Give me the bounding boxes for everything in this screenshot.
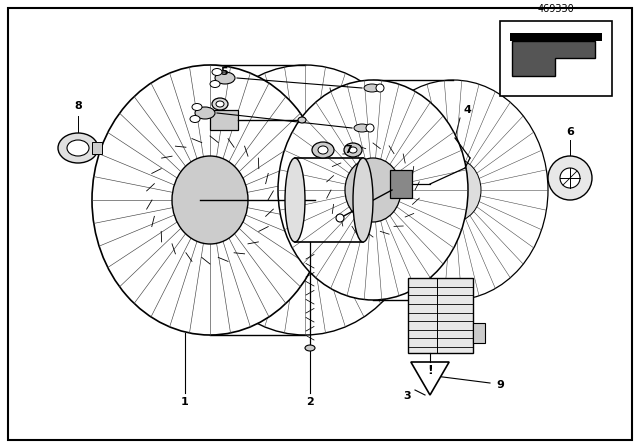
Circle shape <box>560 168 580 188</box>
Ellipse shape <box>267 156 343 244</box>
Bar <box>500 21 612 96</box>
Circle shape <box>548 156 592 200</box>
Ellipse shape <box>278 80 468 300</box>
Text: 8: 8 <box>74 101 82 111</box>
Bar <box>210 110 238 130</box>
Bar <box>408 278 473 353</box>
Ellipse shape <box>298 117 306 123</box>
Circle shape <box>366 124 374 132</box>
Ellipse shape <box>92 65 328 335</box>
Ellipse shape <box>425 158 481 222</box>
Text: 6: 6 <box>566 127 574 137</box>
Bar <box>390 170 412 198</box>
Ellipse shape <box>195 107 215 119</box>
Bar <box>92 142 102 154</box>
Text: 5: 5 <box>220 67 228 77</box>
Ellipse shape <box>353 158 373 242</box>
Ellipse shape <box>364 84 380 92</box>
Ellipse shape <box>312 142 334 158</box>
Ellipse shape <box>344 143 362 157</box>
Text: !: ! <box>427 363 433 376</box>
Ellipse shape <box>212 98 228 110</box>
Ellipse shape <box>212 69 222 76</box>
Ellipse shape <box>210 81 220 87</box>
Ellipse shape <box>190 116 200 122</box>
Text: 1: 1 <box>181 397 189 407</box>
Text: 4: 4 <box>463 105 471 115</box>
Ellipse shape <box>305 345 315 351</box>
Ellipse shape <box>67 140 89 156</box>
Ellipse shape <box>216 101 224 107</box>
Ellipse shape <box>345 158 401 222</box>
Text: 2: 2 <box>306 397 314 407</box>
Polygon shape <box>411 362 449 395</box>
Text: 469330: 469330 <box>538 4 574 14</box>
Text: 9: 9 <box>496 380 504 390</box>
Ellipse shape <box>285 158 305 242</box>
Ellipse shape <box>192 103 202 111</box>
Bar <box>473 323 485 343</box>
Ellipse shape <box>172 156 248 244</box>
Circle shape <box>376 84 384 92</box>
Bar <box>510 33 602 41</box>
Ellipse shape <box>318 146 328 154</box>
Text: 3: 3 <box>403 391 411 401</box>
Text: 7: 7 <box>344 145 352 155</box>
Circle shape <box>336 214 344 222</box>
Ellipse shape <box>354 124 370 132</box>
Ellipse shape <box>215 72 235 84</box>
Polygon shape <box>512 41 595 76</box>
Ellipse shape <box>349 147 357 153</box>
Ellipse shape <box>58 133 98 163</box>
